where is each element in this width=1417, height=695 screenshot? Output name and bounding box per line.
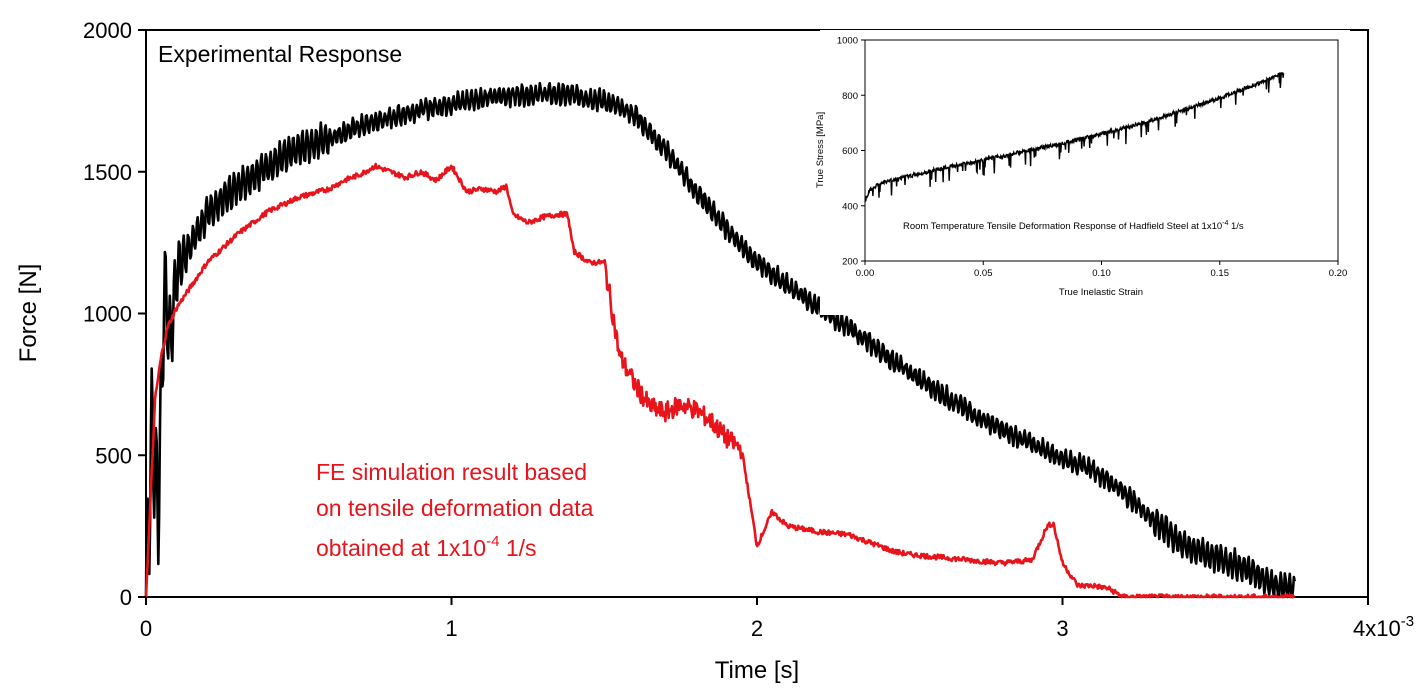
main-y-tick-label: 1500 [83,160,132,185]
inset-x-axis: 0.00 0.05 0.10 0.15 0.20 [856,261,1348,279]
inset-stress-strain-line [864,72,1285,202]
main-x-tick-label: 0 [140,616,152,641]
main-series-group [144,81,1296,599]
main-x-axis-label: Time [s] [715,657,799,684]
inset-x-tick-label: 0.05 [974,268,993,279]
main-chart: 0 500 1000 1500 2000 0 1 2 3 4x10-3 Time [s] Fo… [15,18,1414,684]
inset-y-tick-label: 800 [842,91,858,102]
inset-x-axis-label: True Inelastic Strain [1059,287,1143,298]
main-y-tick-label: 1000 [83,302,132,327]
inset-y-tick-label: 200 [842,257,858,268]
inset-series-group [864,72,1285,202]
inset-title: Room Temperature Tensile Deformation Res… [903,220,1244,232]
x-axis-scale-label: 4x10-3 [1353,613,1414,641]
main-x-tick-label: 3 [1056,616,1068,641]
experimental-response-label: Experimental Response [158,41,402,67]
experimental-series-line [144,81,1296,599]
inset-y-axis: 200 400 600 800 1000 [837,36,865,268]
inset-y-tick-label: 1000 [837,36,858,47]
main-y-axis: 0 500 1000 1500 2000 [83,18,146,610]
fe-annotation-line-2: on tensile deformation data [316,495,594,521]
main-y-tick-label: 0 [120,585,132,610]
main-x-axis: 0 1 2 3 [140,597,1369,641]
inset-x-tick-label: 0.15 [1211,268,1230,279]
fe-annotation-line-3: obtained at 1x10-4 1/s [316,533,537,561]
inset-y-axis-label: True Stress [MPa] [815,112,826,188]
main-x-tick-label: 1 [445,616,457,641]
inset-chart: 200 400 600 800 1000 0.00 0.05 0.10 0.15 0.20 Ro… [815,30,1350,315]
inset-y-tick-label: 600 [842,146,858,157]
inset-x-tick-label: 0.20 [1329,268,1348,279]
inset-x-tick-label: 0.00 [856,268,875,279]
inset-y-tick-label: 400 [842,201,858,212]
main-y-axis-label: Force [N] [15,264,42,363]
fe-annotation-line-1: FE simulation result based [316,459,587,485]
main-x-tick-label: 2 [751,616,763,641]
fe-simulation-series-line [144,162,1296,599]
main-y-tick-label: 500 [95,443,132,468]
inset-x-tick-label: 0.10 [1092,268,1111,279]
inset-background [820,30,1350,315]
main-y-tick-label: 2000 [83,18,132,43]
